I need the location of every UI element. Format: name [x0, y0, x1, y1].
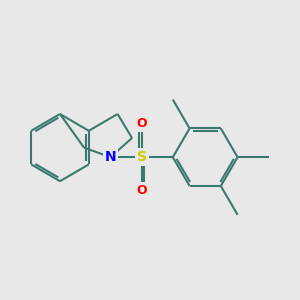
Text: O: O: [136, 117, 147, 130]
Text: O: O: [136, 184, 147, 197]
Text: N: N: [105, 150, 116, 164]
Text: S: S: [136, 150, 147, 164]
